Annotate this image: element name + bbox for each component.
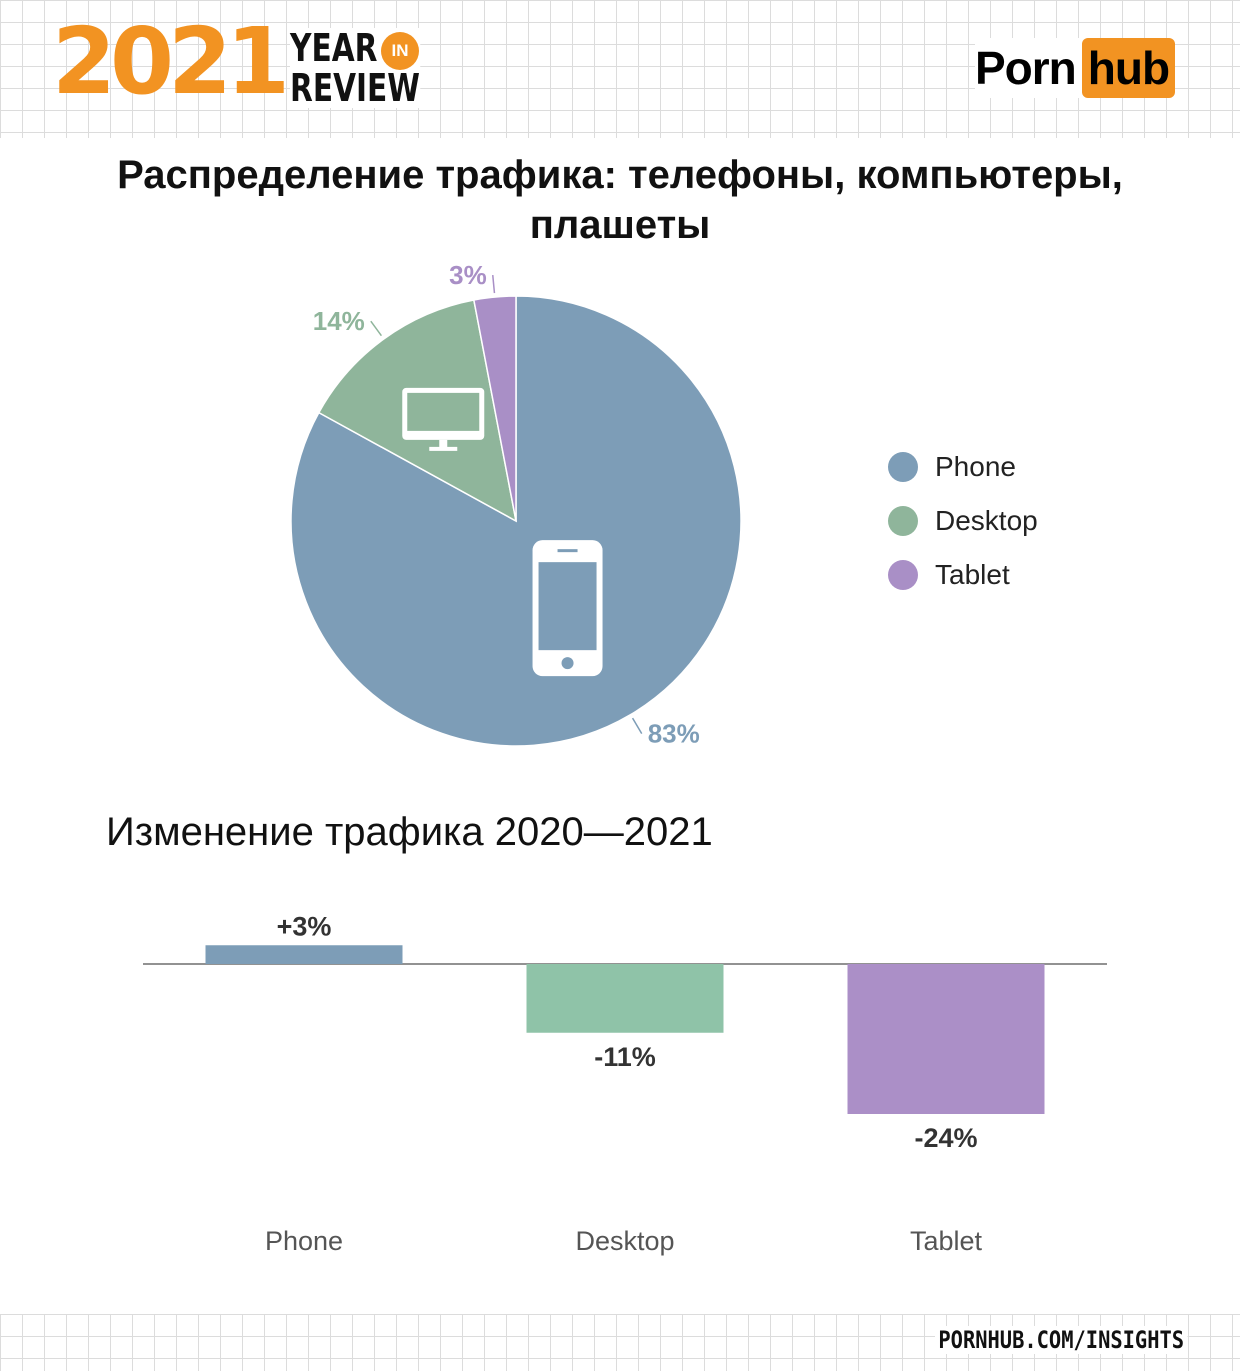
bar-value-label-tablet: -24% bbox=[914, 1123, 977, 1153]
brand-year-label: YEAR bbox=[290, 26, 378, 70]
pie-chart-title: Распределение трафика: телефоны, компьют… bbox=[117, 153, 1123, 247]
pie-leader-desktop bbox=[370, 320, 383, 337]
pie-label-tablet: 3% bbox=[449, 260, 487, 290]
pie-legend: Phone Desktop Tablet bbox=[888, 440, 1038, 602]
brand-review-label: REVIEW bbox=[290, 66, 420, 110]
legend-label-phone: Phone bbox=[935, 451, 1016, 482]
legend-swatch-phone bbox=[888, 452, 918, 482]
logo-left-text: Porn bbox=[975, 42, 1077, 94]
bar-value-label-desktop: -11% bbox=[594, 1042, 656, 1072]
legend-item-phone: Phone bbox=[888, 440, 1038, 494]
bar-chart-title: Изменение трафика 2020—2021 bbox=[106, 810, 713, 854]
footer-url: PORNHUB.COM/INSIGHTS bbox=[935, 1326, 1188, 1354]
bar-desktop bbox=[526, 964, 724, 1033]
pie-leader-tablet bbox=[492, 275, 496, 294]
legend-label-tablet: Tablet bbox=[935, 559, 1010, 590]
bar-category-label-desktop: Desktop bbox=[575, 1226, 674, 1256]
bar-tablet bbox=[847, 964, 1045, 1114]
bar-value-label-phone: +3% bbox=[277, 911, 332, 941]
site-logo: Porn hub bbox=[975, 38, 1176, 98]
charts-canvas: 83% 14% 3% +3% Phone -11% Desktop -24% Tablet bbox=[143, 260, 1107, 1256]
legend-label-desktop: Desktop bbox=[935, 505, 1038, 536]
legend-swatch-tablet bbox=[888, 560, 918, 590]
bar-category-label-phone: Phone bbox=[265, 1226, 343, 1256]
legend-item-tablet: Tablet bbox=[888, 548, 1038, 602]
bar-phone bbox=[205, 945, 403, 964]
pie-slice-tablet bbox=[472, 295, 517, 522]
pie-label-desktop: 14% bbox=[313, 306, 365, 336]
pie-leader-phone bbox=[631, 717, 643, 734]
legend-item-desktop: Desktop bbox=[888, 494, 1038, 548]
legend-swatch-desktop bbox=[888, 506, 918, 536]
brand-in-badge: IN bbox=[381, 32, 419, 70]
bar-category-label-tablet: Tablet bbox=[910, 1226, 983, 1256]
phone-icon bbox=[532, 540, 603, 677]
pie-label-phone: 83% bbox=[648, 719, 700, 749]
pie-slice-phone bbox=[290, 295, 742, 747]
desktop-icon bbox=[402, 387, 485, 451]
brand-year: 2021 bbox=[52, 8, 290, 115]
logo-right-text: hub bbox=[1081, 38, 1176, 98]
